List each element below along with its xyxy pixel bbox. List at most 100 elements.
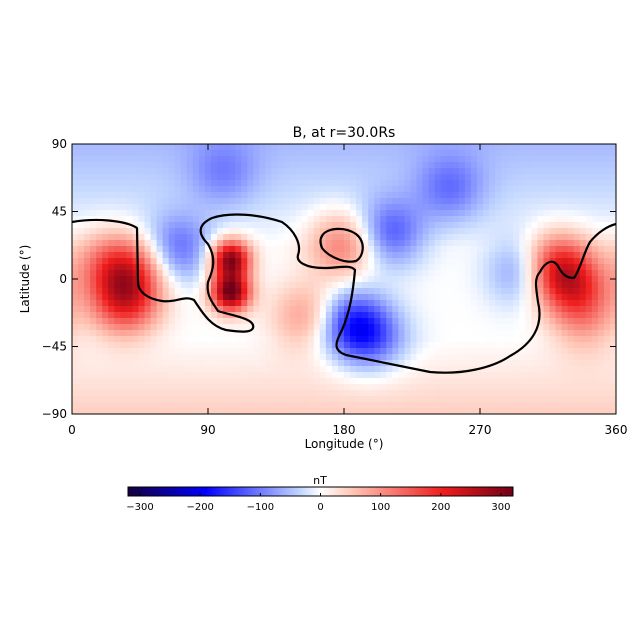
heatmap-cell	[337, 366, 345, 373]
heatmap-cell	[180, 270, 188, 277]
heatmap-cell	[519, 252, 526, 259]
heatmap-cell	[573, 366, 581, 373]
heatmap-cell	[368, 384, 375, 391]
heatmap-cell	[319, 324, 327, 331]
heatmap-cell	[362, 306, 369, 313]
heatmap-cell	[404, 144, 411, 151]
heatmap-cell	[434, 168, 442, 175]
heatmap-cell	[489, 276, 496, 283]
heatmap-cell	[392, 384, 399, 391]
heatmap-cell	[344, 396, 351, 403]
heatmap-cell	[458, 216, 466, 223]
heatmap-cell	[458, 348, 466, 355]
heatmap-cell	[591, 180, 599, 187]
heatmap-cell	[428, 228, 436, 235]
heatmap-cell	[301, 348, 309, 355]
heatmap-cell	[289, 348, 297, 355]
heatmap-cell	[398, 180, 405, 187]
heatmap-cell	[434, 204, 442, 211]
heatmap-cell	[150, 330, 158, 337]
heatmap-cell	[313, 150, 321, 157]
heatmap-cell	[247, 366, 254, 373]
colorbar-tick-label: −300	[126, 502, 153, 513]
heatmap-cell	[295, 174, 303, 181]
heatmap-cell	[223, 228, 230, 235]
heatmap-cell	[410, 396, 418, 403]
colorbar-tick-label: 0	[317, 502, 323, 513]
heatmap-cell	[247, 162, 254, 169]
heatmap-cell	[374, 354, 381, 361]
heatmap-cell	[416, 228, 424, 235]
heatmap-cell	[452, 180, 460, 187]
heatmap-cell	[307, 324, 315, 331]
heatmap-cell	[211, 252, 218, 259]
heatmap-cell	[337, 204, 345, 211]
heatmap-cell	[549, 324, 557, 331]
heatmap-cell	[434, 216, 442, 223]
heatmap-cell	[271, 342, 279, 349]
heatmap-cell	[247, 348, 254, 355]
heatmap-cell	[289, 312, 297, 319]
heatmap-cell	[422, 354, 430, 361]
heatmap-cell	[458, 396, 466, 403]
heatmap-cell	[150, 396, 158, 403]
heatmap-cell	[90, 162, 97, 169]
heatmap-cell	[150, 282, 158, 289]
heatmap-cell	[211, 318, 218, 325]
heatmap-cell	[253, 384, 260, 391]
heatmap-cell	[591, 150, 599, 157]
heatmap-cell	[192, 354, 200, 361]
heatmap-cell	[567, 150, 575, 157]
heatmap-cell	[422, 150, 430, 157]
heatmap-cell	[319, 288, 327, 295]
heatmap-cell	[603, 234, 611, 241]
heatmap-cell	[180, 216, 188, 223]
heatmap-cell	[84, 174, 91, 181]
heatmap-cell	[386, 144, 393, 151]
heatmap-cell	[192, 282, 200, 289]
heatmap-cell	[241, 234, 248, 241]
heatmap-cell	[223, 294, 230, 301]
heatmap-cell	[440, 348, 448, 355]
heatmap-cell	[458, 282, 466, 289]
heatmap-cell	[573, 264, 581, 271]
heatmap-cell	[380, 258, 387, 265]
heatmap-cell	[211, 396, 218, 403]
heatmap-cell	[156, 204, 164, 211]
heatmap-cell	[380, 402, 387, 409]
heatmap-cell	[259, 324, 266, 331]
heatmap-cell	[356, 330, 363, 337]
heatmap-cell	[144, 354, 152, 361]
heatmap-cell	[501, 336, 508, 343]
heatmap-cell	[362, 180, 369, 187]
heatmap-cell	[144, 246, 152, 253]
heatmap-cell	[597, 408, 605, 414]
heatmap-cell	[337, 306, 345, 313]
heatmap-cell	[495, 192, 502, 199]
heatmap-cell	[452, 216, 460, 223]
heatmap-cell	[579, 402, 587, 409]
heatmap-cell	[537, 186, 544, 193]
heatmap-cell	[114, 150, 121, 157]
heatmap-cell	[138, 216, 146, 223]
heatmap-cell	[289, 354, 297, 361]
heatmap-cell	[150, 348, 158, 355]
heatmap-cell	[428, 390, 436, 397]
heatmap-cell	[174, 246, 182, 253]
heatmap-cell	[591, 288, 599, 295]
heatmap-cell	[356, 294, 363, 301]
heatmap-cell	[543, 408, 551, 414]
heatmap-cell	[271, 294, 279, 301]
heatmap-cell	[204, 372, 212, 379]
heatmap-cell	[186, 228, 194, 235]
heatmap-cell	[476, 264, 484, 271]
heatmap-cell	[235, 270, 242, 277]
heatmap-cell	[132, 174, 139, 181]
heatmap-cell	[186, 180, 194, 187]
heatmap-cell	[211, 240, 218, 247]
heatmap-cell	[108, 216, 115, 223]
heatmap-cell	[156, 264, 164, 271]
heatmap-cell	[362, 150, 369, 157]
heatmap-cell	[603, 330, 611, 337]
heatmap-cell	[84, 306, 91, 313]
